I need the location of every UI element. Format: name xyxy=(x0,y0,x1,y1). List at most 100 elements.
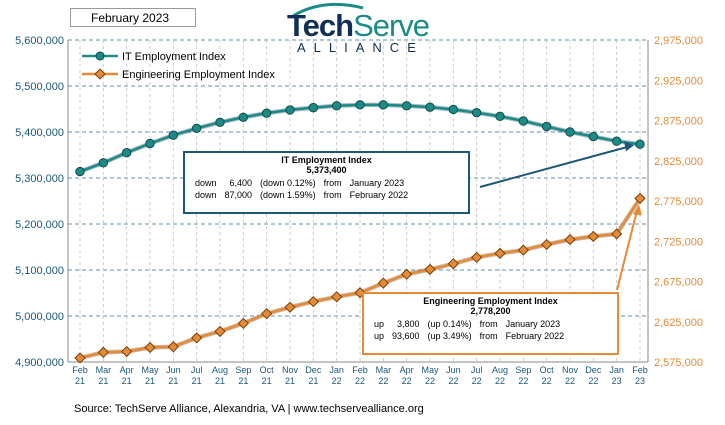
x-tick-year: 21 xyxy=(75,376,85,386)
left-y-axis: 4,900,000 5,000,000 5,100,000 5,200,000 5,30… xyxy=(15,35,69,369)
it-point xyxy=(565,127,575,137)
it-row1-amount: 6,400 xyxy=(229,178,253,188)
left-tick-label: 5,000,000 xyxy=(15,311,64,323)
eng-row1-percent: (up 0.14%) xyxy=(427,319,472,329)
eng-point xyxy=(494,247,506,259)
x-tick-month: Oct xyxy=(540,365,555,375)
it-point xyxy=(308,102,319,113)
left-tick-label: 5,200,000 xyxy=(15,219,64,231)
x-tick-month: May xyxy=(141,365,159,375)
right-tick-label: 2,775,000 xyxy=(654,196,703,208)
x-tick-year: 22 xyxy=(542,376,552,386)
it-point xyxy=(355,100,365,110)
eng-row2-percent: (up 3.49%) xyxy=(427,331,472,341)
eng-arrow-line xyxy=(616,210,638,291)
it-point xyxy=(121,148,132,158)
it-point xyxy=(425,102,435,112)
right-tick-label: 2,975,000 xyxy=(654,35,703,47)
legend-label: IT Employment Index xyxy=(122,51,226,63)
eng-row1-from: from xyxy=(479,319,498,329)
eng-point xyxy=(191,332,203,344)
eng-point xyxy=(121,345,133,358)
x-tick-year: 22 xyxy=(518,376,528,386)
left-tick-label: 4,900,000 xyxy=(15,357,64,369)
eng-point xyxy=(587,230,599,243)
x-tick-year: 21 xyxy=(262,376,272,386)
it-point xyxy=(471,107,482,118)
x-tick-year: 21 xyxy=(238,376,248,386)
right-tick-label: 2,725,000 xyxy=(654,236,703,248)
logo-swoosh-icon xyxy=(292,2,364,18)
x-tick-month: Nov xyxy=(562,365,579,375)
left-tick-label: 5,600,000 xyxy=(15,35,64,47)
eng-point xyxy=(447,258,459,270)
x-tick-year: 21 xyxy=(168,376,178,386)
eng-point xyxy=(564,233,576,246)
eng-point xyxy=(331,291,343,303)
x-tick-month: Apr xyxy=(400,365,414,375)
eng-point xyxy=(214,325,226,338)
x-tick-month: Oct xyxy=(260,365,275,375)
it-point xyxy=(588,131,599,142)
callout-arrows xyxy=(479,141,642,291)
eng-point xyxy=(517,244,529,256)
x-tick-month: Jul xyxy=(471,365,483,375)
it-point xyxy=(75,166,85,177)
right-tick-label: 2,675,000 xyxy=(654,277,703,289)
right-tick-label: 2,875,000 xyxy=(654,116,703,128)
it-point xyxy=(401,101,412,111)
x-tick-year: 21 xyxy=(145,376,155,386)
source-note: Source: TechServe Alliance, Alexandria, … xyxy=(74,403,424,415)
eng-point xyxy=(97,346,109,358)
eng-row1-amount: 3,800 xyxy=(397,319,420,329)
x-tick-month: Jun xyxy=(166,365,181,375)
left-tick-label: 5,400,000 xyxy=(15,127,64,139)
it-callout-title: IT Employment Index xyxy=(281,155,372,165)
eng-point xyxy=(167,341,179,353)
it-callout-table: down 6,400 (down 0.12%) from January 202… xyxy=(191,177,412,201)
left-tick-label: 5,300,000 xyxy=(15,173,64,185)
eng-point xyxy=(471,251,483,264)
x-tick-month: May xyxy=(421,365,439,375)
eng-arrow-head xyxy=(633,204,642,216)
eng-row1-period: January 2023 xyxy=(505,319,561,329)
it-row2-from: from xyxy=(323,190,342,200)
left-tick-label: 5,500,000 xyxy=(15,81,64,93)
eng-row2-from: from xyxy=(479,331,498,341)
it-point xyxy=(98,158,109,168)
x-tick-month: Sep xyxy=(515,365,531,375)
eng-point xyxy=(307,295,319,308)
eng-row1-direction: up xyxy=(374,319,385,329)
x-tick-year: 23 xyxy=(635,376,645,386)
eng-point xyxy=(284,301,296,313)
eng-point xyxy=(634,192,646,205)
logo-subtitle: ALLIANCE xyxy=(297,40,424,55)
eng-point xyxy=(401,268,413,280)
eng-point xyxy=(377,277,389,289)
x-tick-year: 22 xyxy=(425,376,435,386)
eng-row2-amount: 93,600 xyxy=(392,331,420,341)
it-point xyxy=(261,108,272,118)
x-tick-month: Aug xyxy=(212,365,228,375)
it-row1-percent: (down 0.12%) xyxy=(260,178,316,188)
logo-wordmark: TechServe xyxy=(287,8,430,43)
x-tick-month: Sep xyxy=(235,365,251,375)
x-tick-month: Jul xyxy=(191,365,203,375)
x-tick-month: Mar xyxy=(96,365,112,375)
eng-callout-table: up 3,800 (up 0.14%) from January 2023 up… xyxy=(370,318,568,342)
it-point xyxy=(495,111,505,122)
it-point xyxy=(285,105,295,115)
eng-point xyxy=(74,352,86,364)
x-tick-year: 21 xyxy=(308,376,318,386)
legend-marker-circle xyxy=(95,51,105,61)
x-axis: Feb21Mar21Apr21May21Jun21Jul21Aug21Sep21… xyxy=(68,361,648,386)
x-tick-month: Jan xyxy=(609,365,624,375)
it-callout-row: down 87,000 (down 1.59%) from February 2… xyxy=(191,189,412,201)
right-tick-label: 2,925,000 xyxy=(654,75,703,87)
x-tick-year: 22 xyxy=(355,376,365,386)
x-tick-year: 21 xyxy=(122,376,132,386)
left-tick-label: 5,100,000 xyxy=(15,265,64,277)
eng-point xyxy=(261,308,273,320)
x-tick-month: Dec xyxy=(305,365,322,375)
x-tick-year: 22 xyxy=(588,376,598,386)
